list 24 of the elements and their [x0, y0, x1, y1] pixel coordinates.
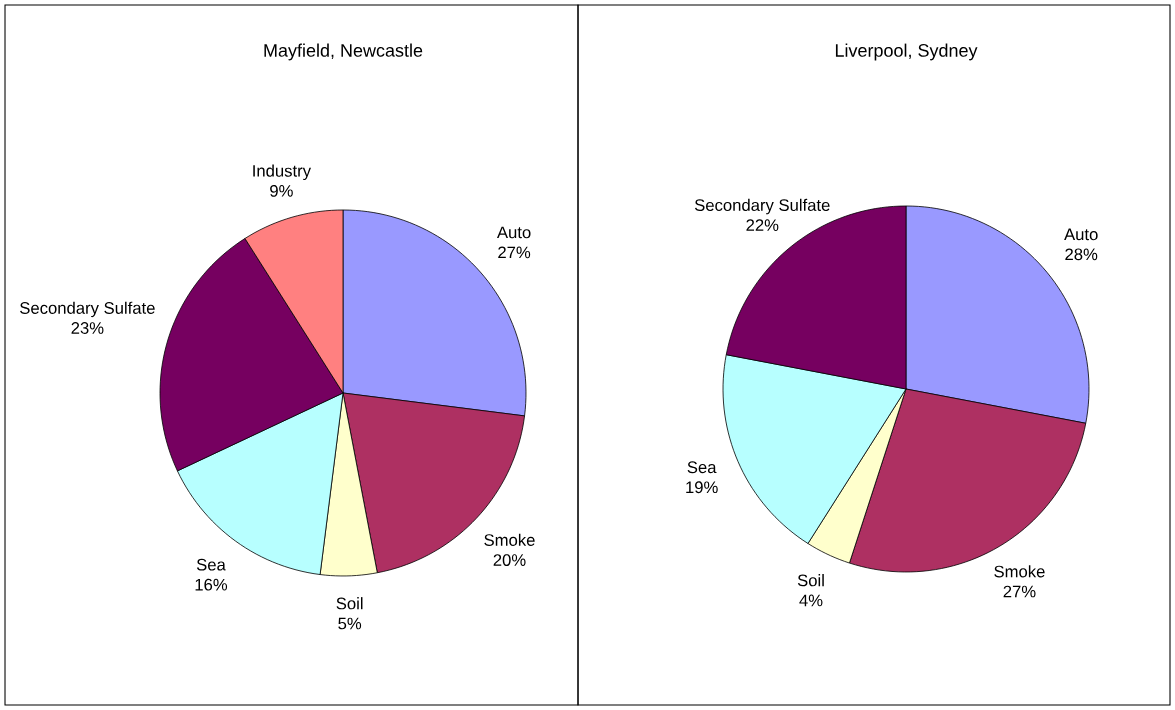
slice-label: Auto [1064, 228, 1098, 241]
data-label: 27% [1003, 585, 1036, 598]
slice-label: Secondary Sulfate [694, 198, 830, 215]
slice-label: Secondary Sulfate [20, 301, 155, 318]
data-label: 23% [71, 322, 104, 334]
data-label: 28% [1065, 248, 1098, 261]
chart-title: Liverpool, Sydney [835, 43, 978, 61]
slice-label: Auto [496, 226, 531, 239]
slice-label: Industry [253, 164, 311, 181]
data-label: 22% [746, 219, 779, 231]
data-label: 19% [686, 481, 718, 494]
data-label: 16% [195, 578, 228, 591]
slice-label: Smoke [994, 565, 1045, 578]
slice-label: Sea [196, 558, 226, 571]
chart-title: Mayfield, Newcastle [264, 43, 423, 61]
slice-label: Soil [797, 574, 824, 587]
data-label: 5% [338, 617, 362, 630]
slice-label: Soil [336, 597, 363, 610]
data-label: 20% [493, 554, 526, 566]
slice-label: Sea [687, 461, 717, 474]
slice-label: Smoke [484, 533, 535, 546]
data-label: 4% [799, 594, 823, 607]
data-label: 9% [270, 184, 293, 197]
data-label: 27% [498, 246, 531, 259]
